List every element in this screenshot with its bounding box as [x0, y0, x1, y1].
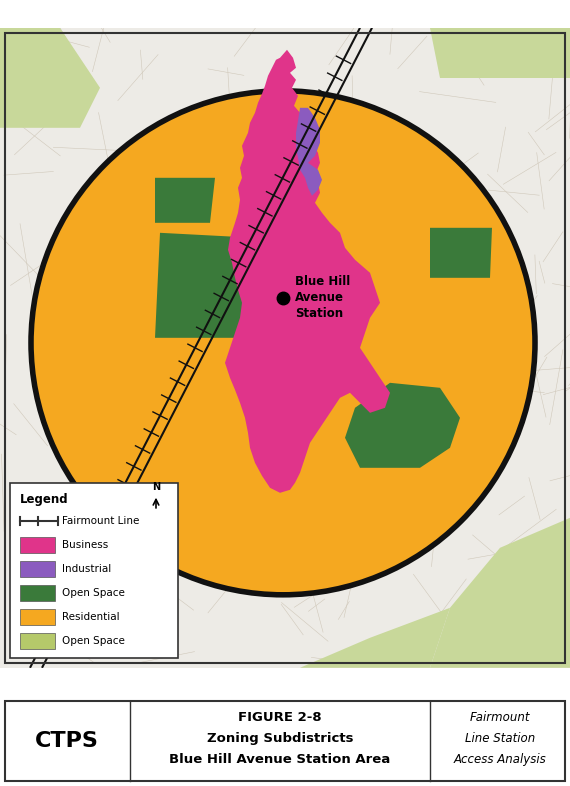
Bar — [20, 560, 55, 577]
Text: CTPS: CTPS — [35, 731, 99, 751]
Text: Open Space: Open Space — [62, 636, 125, 646]
Polygon shape — [345, 383, 460, 468]
Text: Legend: Legend — [20, 493, 68, 506]
Bar — [10, 483, 178, 658]
Text: Line Station: Line Station — [465, 733, 535, 745]
Bar — [5, 700, 565, 781]
Text: Blue Hill Avenue Station Area: Blue Hill Avenue Station Area — [169, 754, 390, 766]
Polygon shape — [225, 50, 390, 493]
Polygon shape — [430, 518, 570, 668]
Text: Blue Hill
Avenue
Station: Blue Hill Avenue Station — [295, 275, 350, 321]
Text: Zoning Subdistricts: Zoning Subdistricts — [207, 733, 353, 745]
Polygon shape — [155, 233, 255, 338]
Text: Industrial: Industrial — [62, 564, 111, 574]
Polygon shape — [300, 608, 450, 668]
Text: Residential: Residential — [62, 612, 120, 622]
Polygon shape — [0, 28, 100, 128]
Text: N: N — [152, 482, 160, 492]
Text: FIGURE 2-8: FIGURE 2-8 — [238, 711, 322, 724]
Text: Business: Business — [62, 540, 108, 549]
Bar — [20, 609, 55, 625]
Circle shape — [31, 91, 535, 595]
Polygon shape — [430, 28, 570, 78]
Bar — [20, 585, 55, 601]
Polygon shape — [430, 228, 492, 277]
Bar — [20, 537, 55, 553]
Text: Access Analysis: Access Analysis — [454, 754, 547, 766]
Polygon shape — [296, 108, 322, 196]
Polygon shape — [155, 178, 215, 222]
Text: Fairmount Line: Fairmount Line — [62, 516, 140, 526]
Text: Open Space: Open Space — [62, 588, 125, 598]
Text: Fairmount: Fairmount — [470, 711, 530, 724]
Bar — [20, 633, 55, 648]
